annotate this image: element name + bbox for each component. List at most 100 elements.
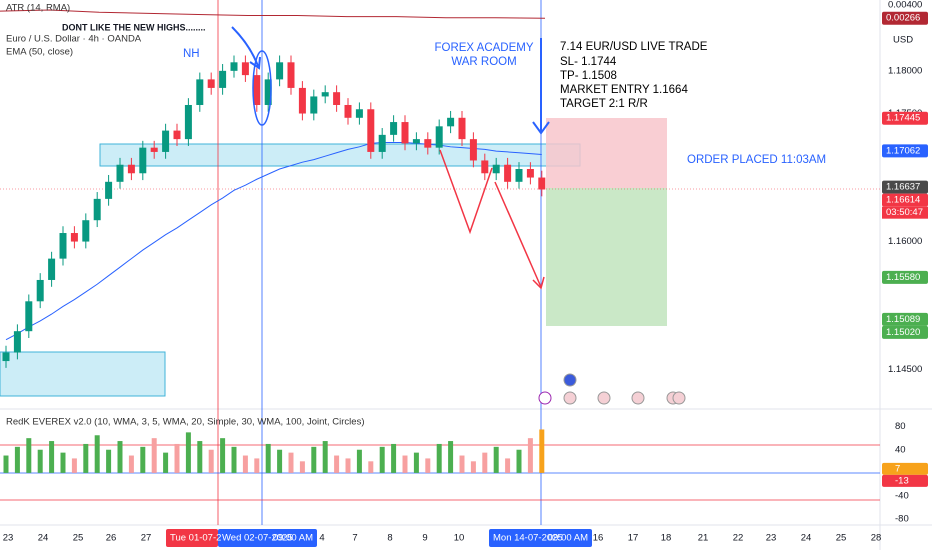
annotation: NH: [183, 48, 200, 60]
price-badge: [882, 180, 928, 194]
candle-body: [458, 117, 466, 140]
candle-body: [196, 79, 204, 105]
y-tick-label: 1.18000: [888, 65, 922, 76]
price-badge: [882, 111, 928, 125]
histogram-bar: [83, 443, 89, 473]
candle-body: [82, 220, 90, 242]
currency: USD: [893, 35, 913, 46]
histogram-bar: [470, 461, 476, 473]
cursor-label: Wed 02-07-2025: [222, 533, 293, 544]
histogram-bar: [49, 441, 55, 473]
y-tick-label: -80: [895, 514, 909, 525]
value-badge-label: 7: [895, 463, 900, 474]
candle-body: [219, 70, 227, 88]
histogram-bar: [208, 449, 214, 473]
ema-line: [5, 142, 542, 341]
x-tick-label: 4: [319, 533, 324, 544]
candle-body: [2, 352, 10, 362]
x-tick-label: 9: [422, 533, 427, 544]
price-badge: [882, 312, 928, 326]
candle-body: [481, 160, 489, 174]
event-icon[interactable]: [631, 391, 645, 405]
histogram-bar: [459, 455, 465, 473]
histogram-bar: [151, 438, 157, 473]
cursor-label: 09:00 AM: [548, 533, 588, 544]
candle-body: [36, 279, 44, 302]
histogram-bar: [345, 458, 351, 473]
histogram-bar: [322, 441, 328, 473]
candle-body: [469, 139, 477, 161]
x-tick-label: 23: [3, 533, 14, 544]
candle-body: [287, 62, 295, 88]
price-badge-label: 1.16637: [886, 182, 920, 193]
atr-line: [0, 9, 546, 19]
histogram-bar: [334, 455, 340, 473]
x-tick-label: 27: [141, 533, 152, 544]
indicator-title: RedK EVEREX v2.0 (10, WMA, 3, 5, WMA, 20…: [6, 417, 364, 428]
candle-body: [378, 134, 386, 152]
cursor-label: Mon 14-07-2025: [493, 533, 563, 544]
candle-body: [207, 79, 215, 88]
event-icon[interactable]: [563, 391, 577, 405]
ellipse: [252, 50, 272, 126]
histogram-bar: [539, 429, 545, 473]
histogram-bar: [448, 441, 454, 473]
event-icon[interactable]: [672, 391, 686, 405]
histogram-bar: [26, 438, 32, 473]
x-tick-label: 24: [38, 533, 49, 544]
histogram-bar: [516, 449, 522, 473]
candle-body: [355, 109, 363, 118]
trade-note: 7.14 EUR/USD LIVE TRADE: [560, 41, 708, 53]
plot: [0, 9, 546, 368]
candle-body: [492, 164, 500, 174]
histogram-bar: [368, 461, 374, 473]
histogram-bar: [493, 446, 499, 473]
x-tick-label: 24: [801, 533, 812, 544]
candle-body: [105, 181, 113, 199]
trade-note: TP- 1.1508: [560, 70, 617, 82]
x-tick-label: 8: [387, 533, 392, 544]
event-icon[interactable]: [563, 373, 577, 387]
histogram-bar: [436, 443, 442, 473]
histogram-bar: [197, 441, 203, 473]
target-zone: [546, 188, 667, 326]
candle-body: [401, 122, 409, 144]
candle-body: [184, 104, 192, 140]
candle-body: [264, 79, 272, 105]
symbol-title: Euro / U.S. Dollar · 4h · OANDA: [6, 34, 142, 45]
x-tick-label: 18: [661, 533, 672, 544]
annotation: FOREX ACADEMY: [434, 42, 533, 54]
y-tick-label: -40: [895, 491, 909, 502]
annotation: WAR ROOM: [451, 56, 516, 68]
histogram-bar: [277, 449, 283, 473]
y-tick-label: 1.14500: [888, 364, 922, 375]
price-badge-label: 1.16614: [886, 195, 920, 206]
price-badge-label: 1.17445: [886, 113, 920, 124]
projection: [439, 149, 493, 235]
price-badge-label: 1.15020: [886, 327, 920, 338]
event-icon[interactable]: [538, 391, 552, 405]
x-tick-label: 21: [698, 533, 709, 544]
candle-body: [25, 301, 33, 332]
histogram-bar: [106, 449, 112, 473]
cursor-label-box: [166, 529, 218, 547]
candle-body: [230, 62, 238, 71]
price-badge-label: 1.15089: [886, 314, 920, 325]
histogram-bar: [140, 446, 146, 473]
histogram-bar: [37, 449, 43, 473]
candle-body: [310, 96, 318, 114]
candle-body: [93, 198, 101, 221]
x-tick-label: 28: [871, 533, 882, 544]
stop-zone: [546, 118, 667, 188]
candle-body: [298, 87, 306, 114]
projection: [494, 181, 542, 288]
histogram-bar: [288, 452, 294, 473]
x-tick-label: 25: [73, 533, 84, 544]
histogram-bar: [527, 438, 533, 473]
candle-body: [70, 233, 78, 242]
event-icon[interactable]: [597, 391, 611, 405]
price-badge: [882, 270, 928, 284]
histogram-bar: [71, 458, 77, 473]
atr-title: ATR (14, RMA): [6, 3, 70, 14]
cursor-label-box: [489, 529, 592, 547]
